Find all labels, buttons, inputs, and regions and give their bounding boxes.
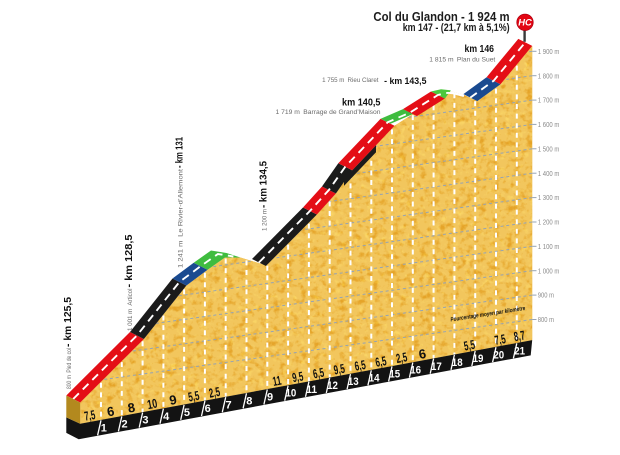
- svg-text:5,5: 5,5: [463, 337, 477, 354]
- svg-text:10: 10: [286, 388, 297, 400]
- svg-text:800 m Pied de col: 800 m Pied de col: [66, 348, 73, 389]
- svg-text:6: 6: [106, 403, 116, 419]
- svg-text:1 300 m: 1 300 m: [538, 195, 560, 202]
- svg-text:- km 143,5: - km 143,5: [384, 76, 427, 87]
- svg-text:HC: HC: [518, 17, 532, 28]
- svg-text:- km 134,5: - km 134,5: [259, 161, 270, 208]
- svg-text:1 600 m: 1 600 m: [538, 122, 560, 129]
- svg-text:1 000 m: 1 000 m: [538, 268, 560, 275]
- svg-text:1 500 m: 1 500 m: [538, 146, 560, 153]
- svg-text:1 800 m: 1 800 m: [538, 73, 560, 80]
- svg-text:1 001 m Articol: 1 001 m Articol: [127, 289, 134, 332]
- svg-text:19: 19: [473, 353, 484, 365]
- svg-text:1 200 m: 1 200 m: [538, 220, 560, 227]
- svg-text:8: 8: [126, 400, 136, 416]
- svg-text:6: 6: [417, 346, 427, 362]
- svg-text:5,5: 5,5: [187, 388, 201, 405]
- svg-text:Col du Glandon - 1 924 m: Col du Glandon - 1 924 m: [373, 9, 509, 24]
- svg-text:21: 21: [514, 345, 525, 357]
- svg-text:6: 6: [205, 403, 211, 415]
- svg-text:800 m: 800 m: [538, 317, 554, 324]
- svg-text:10: 10: [146, 396, 159, 413]
- svg-text:km 147 - (21,7 km à 5,1%): km 147 - (21,7 km à 5,1%): [403, 22, 510, 34]
- svg-text:4: 4: [163, 411, 170, 423]
- svg-text:14: 14: [369, 372, 381, 384]
- svg-text:9,5: 9,5: [291, 368, 305, 385]
- svg-text:12: 12: [327, 380, 338, 392]
- svg-text:6,5: 6,5: [353, 357, 367, 374]
- svg-text:2,5: 2,5: [208, 384, 222, 401]
- svg-text:- km 125,5: - km 125,5: [63, 297, 74, 347]
- svg-text:3: 3: [142, 415, 148, 427]
- svg-text:1 700 m: 1 700 m: [538, 98, 560, 105]
- svg-text:km 140,5: km 140,5: [342, 97, 381, 108]
- svg-text:- km 131: - km 131: [175, 137, 186, 168]
- svg-text:1: 1: [101, 422, 107, 434]
- svg-text:1 815 m Plan du Suet: 1 815 m Plan du Suet: [429, 57, 495, 64]
- svg-text:- km 128,5: - km 128,5: [124, 234, 135, 287]
- svg-text:1 900 m: 1 900 m: [538, 49, 560, 56]
- svg-text:13: 13: [348, 376, 359, 388]
- svg-text:1 200 m: 1 200 m: [262, 209, 269, 231]
- svg-text:2,5: 2,5: [395, 349, 409, 366]
- svg-text:9: 9: [267, 392, 273, 404]
- svg-text:1 400 m: 1 400 m: [538, 171, 560, 178]
- svg-text:km 146: km 146: [465, 44, 495, 55]
- svg-text:11: 11: [271, 373, 282, 389]
- svg-text:6,5: 6,5: [374, 353, 388, 370]
- svg-text:20: 20: [493, 349, 504, 361]
- svg-text:7: 7: [225, 399, 231, 411]
- svg-text:18: 18: [452, 357, 463, 369]
- svg-text:17: 17: [431, 361, 442, 373]
- svg-text:5: 5: [184, 407, 190, 419]
- svg-text:1 241 m Le Rivier-d’Allemont: 1 241 m Le Rivier-d’Allemont: [178, 169, 185, 268]
- svg-text:900 m: 900 m: [538, 293, 554, 300]
- svg-text:8: 8: [246, 395, 252, 407]
- svg-text:9,5: 9,5: [333, 361, 347, 378]
- svg-text:9: 9: [168, 392, 178, 408]
- svg-text:1 100 m: 1 100 m: [538, 244, 560, 251]
- svg-text:16: 16: [410, 365, 421, 377]
- svg-text:7,5: 7,5: [83, 407, 97, 424]
- svg-text:2: 2: [122, 419, 128, 431]
- svg-text:1 755 m Rieu Claret: 1 755 m Rieu Claret: [322, 77, 379, 84]
- svg-text:6,5: 6,5: [312, 365, 326, 382]
- svg-text:8,7: 8,7: [513, 327, 527, 344]
- svg-text:15: 15: [389, 369, 400, 381]
- svg-text:11: 11: [306, 384, 317, 396]
- svg-text:1 719 m Barrage de Grand’Maiso: 1 719 m Barrage de Grand’Maison: [276, 109, 381, 116]
- svg-text:7,5: 7,5: [493, 331, 507, 348]
